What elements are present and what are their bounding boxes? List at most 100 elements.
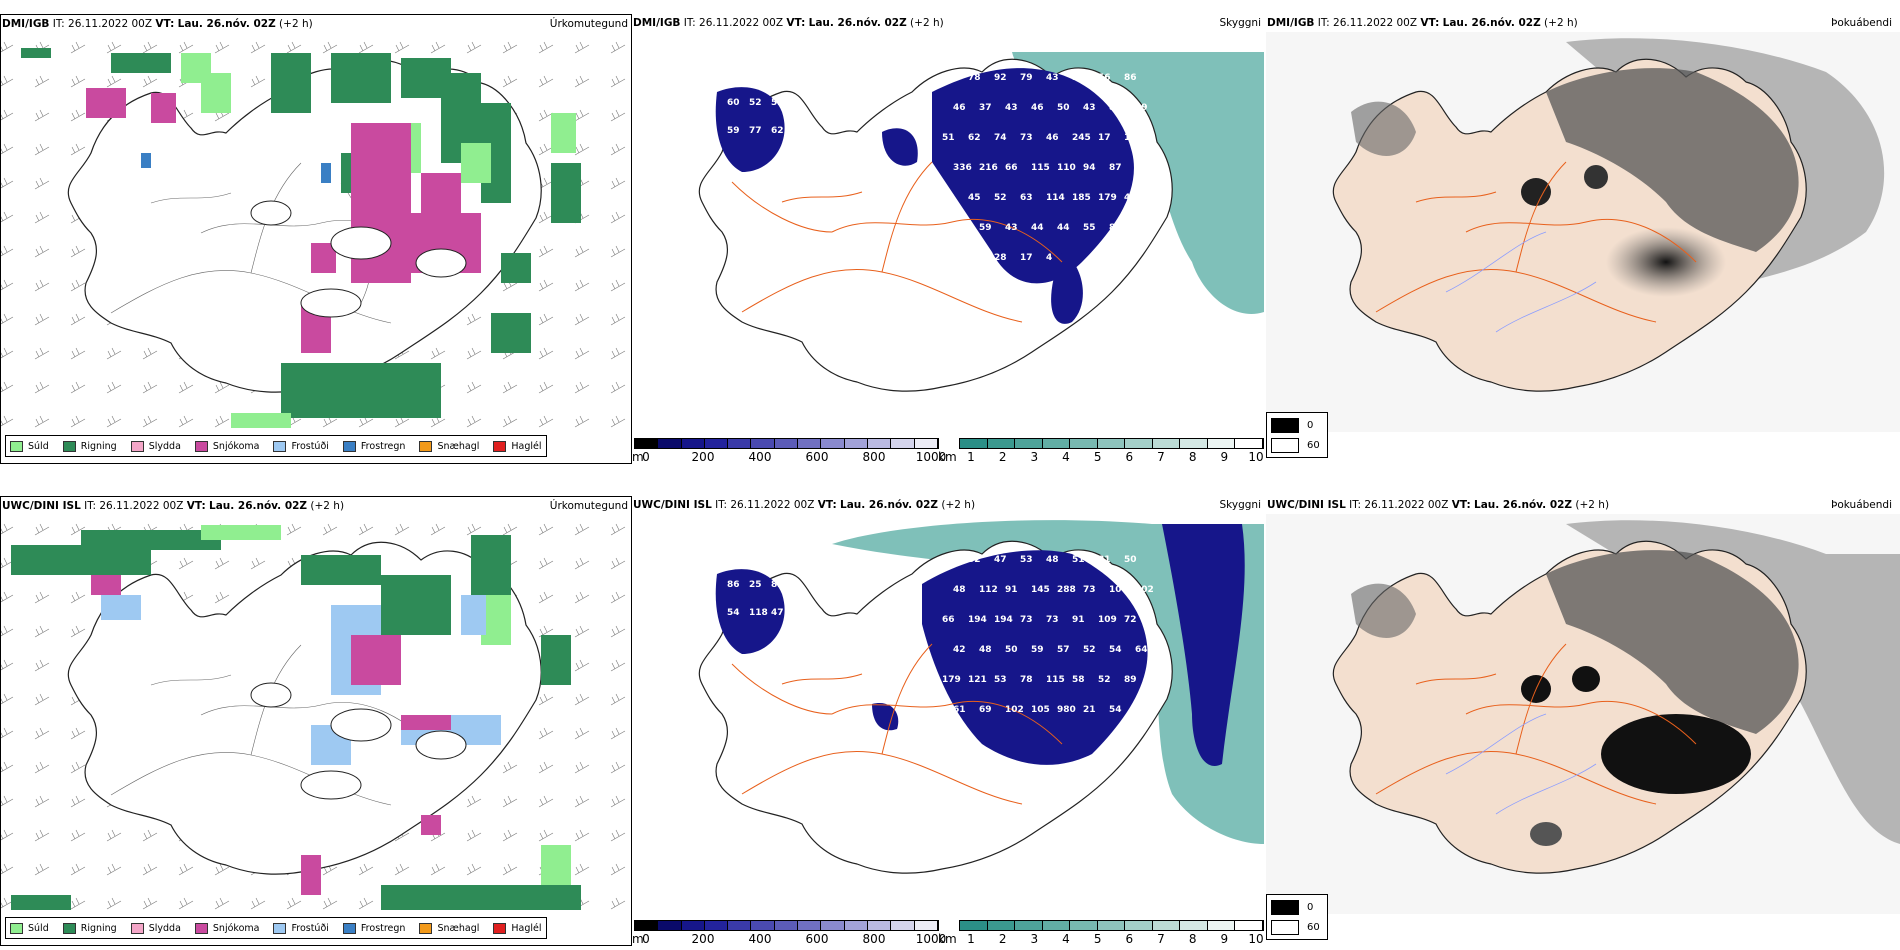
cloud-base-value: 92 <box>994 73 1007 83</box>
wind-barb <box>34 245 50 258</box>
cloud-visibility-panel-row2: UWC/DINI ISL IT: 26.11.2022 00Z VT: Lau.… <box>632 496 1264 946</box>
wind-barb <box>286 523 302 536</box>
wind-barb <box>466 863 482 876</box>
cloud-base-value: 86 <box>727 580 740 590</box>
wind-barb <box>142 75 158 88</box>
wind-barb <box>1 591 14 603</box>
cloud-base-value: 43 <box>1046 73 1059 83</box>
wind-barb <box>610 761 626 774</box>
wind-barb <box>142 829 158 842</box>
wind-barb <box>34 75 50 88</box>
vt-value: Lau. 26.nóv. 02Z <box>1474 499 1573 511</box>
vt-label: VT: <box>186 500 206 512</box>
legend-swatch <box>62 922 76 934</box>
cloud-visibility-panel-row1: DMI/IGB IT: 26.11.2022 00Z VT: Lau. 26.n… <box>632 14 1264 464</box>
wind-barb <box>610 591 626 604</box>
colorbar-cell <box>751 921 775 930</box>
wind-barb <box>1 897 14 909</box>
wind-barb <box>1 523 14 535</box>
wind-barb <box>70 795 86 808</box>
wind-barb <box>574 523 590 536</box>
wind-barb <box>574 625 590 638</box>
wind-barb <box>34 279 50 292</box>
visibility-unit: km <box>938 932 957 946</box>
fog-legend-value: 0 <box>1307 902 1314 913</box>
legend-item-freezing-rain: Frostregn <box>342 922 405 934</box>
wind-barb <box>214 557 230 570</box>
wind-barb <box>610 727 626 740</box>
wind-barb <box>574 659 590 672</box>
cloud-base-value: 17 <box>1098 133 1111 143</box>
cloud-base-value: 46 <box>1031 103 1044 113</box>
legend-swatch <box>194 440 208 452</box>
wind-barb <box>538 795 554 808</box>
wind-barb <box>466 313 482 326</box>
panel-header: DMI/IGB IT: 26.11.2022 00Z VT: Lau. 26.n… <box>1 15 313 33</box>
cloud-base-cells <box>634 438 939 449</box>
wind-barb <box>466 415 482 428</box>
it-label: IT: <box>84 500 97 512</box>
wind-barb <box>70 75 86 88</box>
vt-value: Lau. 26.nóv. 02Z <box>808 17 907 29</box>
wind-barb <box>1 109 14 121</box>
fog-legend-swatch <box>1271 418 1299 433</box>
wind-barb <box>538 143 554 156</box>
wind-barb <box>106 41 122 54</box>
cloud-base-value: 288 <box>1057 585 1076 595</box>
colorbar-cell <box>844 921 868 930</box>
colorbar-cell <box>1180 921 1208 930</box>
wind-barb <box>250 557 266 570</box>
wind-barb <box>502 761 518 774</box>
vt-label: VT: <box>1451 499 1471 511</box>
colorbar-tick: 5 <box>1093 450 1102 464</box>
colorbar-cell <box>914 921 938 930</box>
wind-barb <box>610 211 626 224</box>
colorbar-cell <box>1015 439 1043 448</box>
cloud-base-value: 78 <box>1020 675 1033 685</box>
colorbar-cell <box>635 439 659 448</box>
wind-barb <box>70 245 86 258</box>
cloud-base-value: 61 <box>953 705 966 715</box>
cloud-base-areas <box>715 68 1134 324</box>
wind-barb <box>70 143 86 156</box>
colorbar-cell <box>1097 439 1126 448</box>
wind-barb <box>322 523 338 536</box>
wind-barb <box>34 863 50 876</box>
it-label: IT: <box>1349 499 1362 511</box>
precip-legend: Súld Rigning Slydda Snjókoma Frostúði Fr… <box>5 435 547 457</box>
cloud-base-value: 44 <box>1057 223 1070 233</box>
visibility-colorbar: 1 2 3 4 5 6 7 8 9 10 <box>959 438 1264 464</box>
wind-barb <box>610 523 626 536</box>
cloud-base-value: 73 <box>1083 585 1096 595</box>
wind-barb <box>34 795 50 808</box>
colorbar-cell <box>891 439 915 448</box>
cloud-base-ticks: 0 200 400 600 800 1000 <box>634 450 946 464</box>
wind-barb <box>610 557 626 570</box>
wind-barb <box>610 795 626 808</box>
wind-barb <box>502 523 518 536</box>
wind-barb <box>430 863 446 876</box>
wind-barb <box>34 313 50 326</box>
cloud-base-value: 114 <box>1046 193 1065 203</box>
colorbar-cell <box>798 439 822 448</box>
wind-barb <box>286 897 302 910</box>
panel-header: DMI/IGB IT: 26.11.2022 00Z VT: Lau. 26.n… <box>1266 14 1578 32</box>
cloud-base-value: 44 <box>1124 193 1137 203</box>
precip-map <box>1 523 626 910</box>
cloud-base-unit: m <box>632 450 644 464</box>
wind-barb <box>142 897 158 910</box>
cloud-base-value: 5 <box>968 253 974 263</box>
colorbar-tick: 3 <box>1030 932 1039 946</box>
cloud-base-value: 194 <box>968 615 987 625</box>
wind-barb <box>538 829 554 842</box>
wind-barb <box>574 347 590 360</box>
legend-item-freezing-drizzle: Frostúði <box>273 922 329 934</box>
wind-barb <box>142 347 158 360</box>
lead-time: (+2 h) <box>279 18 313 30</box>
cloud-base-value: 980 <box>1057 705 1076 715</box>
legend-swatch <box>342 440 356 452</box>
precip-rain-areas <box>21 48 581 418</box>
wind-barb <box>502 41 518 54</box>
wind-barb <box>610 279 626 292</box>
wind-barb <box>322 41 338 54</box>
